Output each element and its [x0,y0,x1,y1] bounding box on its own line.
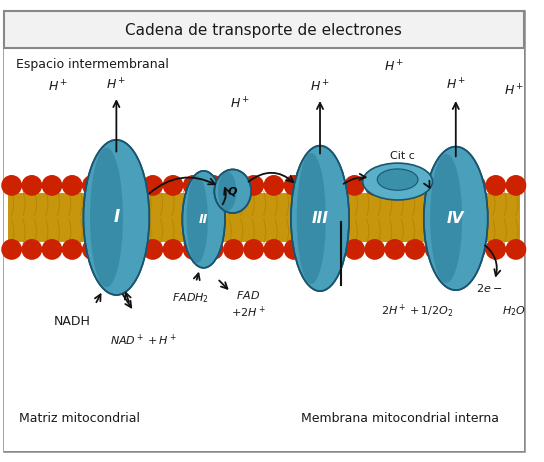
Text: IV: IV [447,211,465,226]
Circle shape [305,176,324,195]
Circle shape [163,176,183,195]
Text: $2H^+ + 1/2O_2$: $2H^+ + 1/2O_2$ [381,303,453,320]
Circle shape [285,176,304,195]
Circle shape [285,240,304,259]
Text: $NAD^+ + H^+$: $NAD^+ + H^+$ [110,333,177,348]
Circle shape [486,240,505,259]
Circle shape [506,240,526,259]
Circle shape [506,176,526,195]
Ellipse shape [187,176,208,263]
Circle shape [425,240,445,259]
Text: $FADH_2$: $FADH_2$ [171,291,208,305]
Circle shape [345,176,364,195]
Circle shape [405,176,425,195]
Circle shape [325,176,344,195]
Circle shape [365,240,385,259]
Circle shape [203,176,223,195]
Text: NADH: NADH [53,315,90,328]
Circle shape [83,240,102,259]
Circle shape [365,176,385,195]
Circle shape [385,176,405,195]
Circle shape [385,240,405,259]
Circle shape [345,240,364,259]
Text: Matriz mitocondrial: Matriz mitocondrial [20,412,140,425]
Text: Espacio intermembranal: Espacio intermembranal [16,58,169,71]
Circle shape [22,240,41,259]
Circle shape [123,240,143,259]
Text: $2e-$: $2e-$ [475,282,502,294]
Circle shape [63,176,82,195]
Circle shape [325,240,344,259]
Text: $FAD$
$+2H^+$: $FAD$ $+2H^+$ [231,289,265,320]
Text: Cadena de transporte de electrones: Cadena de transporte de electrones [125,23,402,38]
Text: $H^+$: $H^+$ [230,96,251,112]
Circle shape [63,240,82,259]
Circle shape [2,176,21,195]
Text: Membrana mitocondrial interna: Membrana mitocondrial interna [301,412,499,425]
Bar [4,11,524,48]
Text: I: I [113,208,120,226]
Text: $H^+$: $H^+$ [446,77,466,92]
Circle shape [224,240,243,259]
Circle shape [224,176,243,195]
Text: $H^+$: $H^+$ [48,79,69,94]
Circle shape [42,240,61,259]
Circle shape [305,240,324,259]
Circle shape [83,176,102,195]
Ellipse shape [218,171,237,211]
Circle shape [244,176,263,195]
Circle shape [405,240,425,259]
Circle shape [183,176,203,195]
Text: II: II [199,213,208,226]
Circle shape [103,176,122,195]
Circle shape [42,176,61,195]
Circle shape [486,176,505,195]
Ellipse shape [83,140,150,295]
Circle shape [183,240,203,259]
Text: Q: Q [228,186,238,196]
Circle shape [466,176,485,195]
Text: $H_2O$: $H_2O$ [502,304,526,318]
Circle shape [163,240,183,259]
Circle shape [2,240,21,259]
Bar [8,193,520,242]
Text: $H^+$: $H^+$ [106,77,127,92]
Circle shape [425,176,445,195]
Circle shape [446,176,465,195]
Text: III: III [312,211,329,226]
Ellipse shape [214,170,251,213]
Circle shape [264,240,283,259]
Text: $H^+$: $H^+$ [310,79,330,94]
Ellipse shape [291,146,349,291]
Ellipse shape [363,163,432,200]
Ellipse shape [430,154,462,283]
Circle shape [143,176,163,195]
Circle shape [22,176,41,195]
Ellipse shape [296,153,326,284]
Text: $H^+$: $H^+$ [384,60,404,75]
Circle shape [123,176,143,195]
Circle shape [203,240,223,259]
Circle shape [446,240,465,259]
Circle shape [244,240,263,259]
Text: Cit c: Cit c [390,152,415,161]
Circle shape [143,240,163,259]
Ellipse shape [90,147,123,287]
Ellipse shape [424,146,488,290]
Ellipse shape [182,171,225,268]
Circle shape [264,176,283,195]
Circle shape [466,240,485,259]
Text: $H^+$: $H^+$ [504,84,524,99]
Ellipse shape [377,169,418,190]
Circle shape [103,240,122,259]
